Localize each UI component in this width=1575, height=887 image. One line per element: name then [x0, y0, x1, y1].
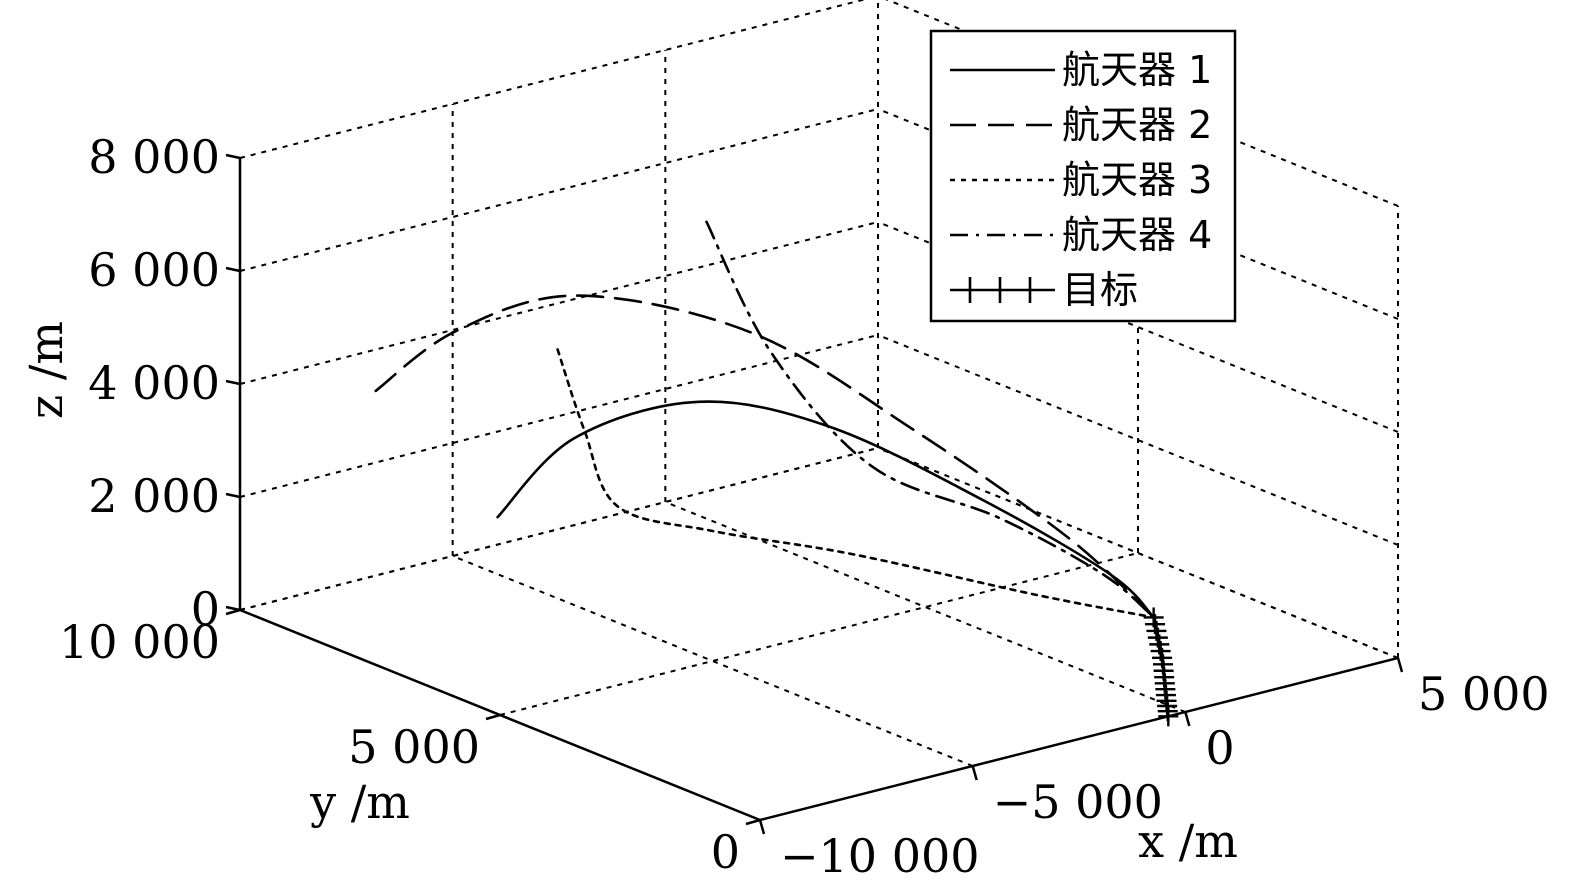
legend-label: 航天器 2: [1062, 103, 1212, 147]
legend-box: [929, 29, 1237, 323]
z-tick-label: 6 000: [88, 243, 220, 297]
z-tick-label: 0: [191, 582, 220, 636]
legend-item: 航天器 4: [950, 213, 1212, 257]
series-line-4: [705, 220, 1155, 619]
y-tick-label: 10 000: [59, 615, 220, 669]
legend-label: 航天器 4: [1062, 213, 1212, 257]
floor-grid-line: [499, 552, 1139, 716]
z-tick-label: 8 000: [88, 130, 220, 184]
legend-label: 航天器 1: [1062, 48, 1212, 92]
target-marker: [1158, 706, 1179, 727]
series-line-2: [374, 294, 1155, 619]
z-tick-mark: [225, 379, 241, 386]
z-tick-mark: [225, 266, 241, 273]
axis-lines: [225, 153, 1404, 835]
series-lines: [374, 220, 1179, 727]
back-wall-grid-line: [239, 0, 867, 159]
x-axis-line: [759, 656, 1399, 822]
z-axis-label: z /m: [19, 321, 73, 419]
y-tick-mark: [225, 608, 241, 616]
floor-grid-line: [452, 555, 974, 767]
floor-grid-line: [239, 447, 879, 611]
x-tick-mark: [971, 765, 978, 781]
legend-item: 航天器 1: [950, 48, 1212, 92]
x-tick-label: −5 000: [993, 775, 1163, 829]
y-tick-label: 5 000: [348, 720, 480, 774]
x-tick-mark: [1396, 657, 1404, 673]
z-tick-label: 4 000: [88, 356, 220, 410]
z-tick-label: 2 000: [88, 469, 220, 523]
x-tick-label: −10 000: [780, 829, 980, 883]
legend-item: 航天器 3: [950, 158, 1212, 202]
y-tick-mark: [745, 818, 761, 826]
back-wall-grid-line: [239, 108, 879, 272]
x-tick-mark: [1184, 711, 1191, 727]
legend-label: 目标: [1062, 268, 1138, 312]
back-wall-grid-line: [239, 221, 879, 385]
legend-item: 航天器 2: [950, 103, 1212, 147]
tick-labels: 0 2 000 4 000 6 000 8 000 0 5 000 10 000 −10 000…: [59, 130, 1550, 883]
y-axis-label: y /m: [309, 775, 410, 829]
legend: 航天器 1 航天器 2 航天器 3 航天器 4 目标: [929, 29, 1237, 323]
x-axis-label: x /m: [1138, 814, 1238, 868]
x-tick-mark: [758, 819, 766, 835]
z-tick-mark: [225, 492, 241, 499]
y-tick-mark: [485, 713, 501, 721]
legend-item: 目标: [950, 268, 1138, 312]
floor-grid-line: [664, 501, 1186, 713]
back-wall-grid-line: [239, 334, 879, 498]
series-line-1: [496, 400, 1155, 619]
z-tick-mark: [225, 153, 241, 160]
x-tick-label: 0: [1205, 721, 1234, 775]
x-tick-label: 5 000: [1418, 667, 1550, 721]
series-line-3: [556, 348, 1155, 619]
legend-label: 航天器 3: [1062, 158, 1212, 202]
back-wall-grid-line: [239, 447, 879, 611]
y-tick-label: 0: [711, 825, 740, 879]
